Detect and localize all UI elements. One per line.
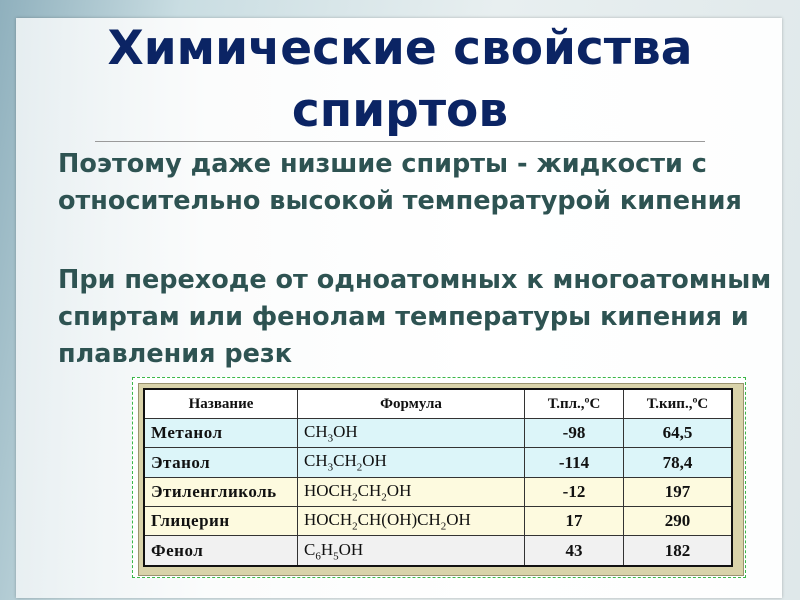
cell-name: Этиленгликоль <box>143 476 298 508</box>
header-name: Название <box>143 388 298 419</box>
alcohol-properties-table: Название Формула Т.пл.,ºС Т.кип.,ºС Мета… <box>143 388 733 567</box>
formula-part: OH <box>338 539 364 559</box>
alcohol-properties-table-image: Название Формула Т.пл.,ºС Т.кип.,ºС Мета… <box>132 377 746 578</box>
formula-part: CH <box>304 451 328 471</box>
formula-part: 5 <box>333 549 339 562</box>
header-boiling-point: Т.кип.,ºС <box>623 388 733 419</box>
formula-part: OH <box>362 451 387 471</box>
formula-part: CH <box>357 480 382 500</box>
title-line-2: спиртов <box>291 83 509 138</box>
cell-boiling-point: 78,4 <box>623 447 733 478</box>
formula-part: 2 <box>352 520 358 533</box>
formula-part: OH <box>446 510 471 530</box>
formula-part: 2 <box>440 520 447 533</box>
cell-name: Этанол <box>143 447 298 478</box>
cell-melting-point: 17 <box>524 506 624 537</box>
formula-part: OH <box>333 421 358 441</box>
formula-part: CH <box>333 451 357 471</box>
cell-melting-point: -98 <box>524 417 624 449</box>
header-formula: Формула <box>297 388 525 419</box>
paragraph-2: При переходе от одноатомных к многоатомн… <box>58 265 772 369</box>
table-row: Метанол CH3OH -98 64,5 <box>143 417 733 449</box>
formula-part: HOCH <box>304 510 353 530</box>
cell-melting-point: -114 <box>524 447 624 478</box>
title-line-1: Химические свойства <box>107 21 693 76</box>
formula-part: 2 <box>381 491 387 504</box>
table-header-row: Название Формула Т.пл.,ºС Т.кип.,ºС <box>143 388 733 419</box>
header-melting-point: Т.пл.,ºС <box>524 388 624 419</box>
table-row: Этиленгликоль HOCH2CH2OH -12 197 <box>143 476 733 508</box>
cell-formula: HOCH2CH2OH <box>297 476 525 508</box>
formula-part: OH <box>386 480 412 500</box>
cell-name: Глицерин <box>143 506 298 537</box>
cell-name: Метанол <box>143 417 298 449</box>
cell-melting-point: -12 <box>524 476 624 508</box>
formula-part: C <box>304 539 316 559</box>
cell-boiling-point: 290 <box>623 506 733 537</box>
cell-name: Фенол <box>143 535 298 567</box>
table-frame: Название Формула Т.пл.,ºС Т.кип.,ºС Мета… <box>138 383 744 576</box>
cell-formula: CH3OH <box>297 417 525 449</box>
formula-part: 2 <box>352 491 358 504</box>
cell-boiling-point: 64,5 <box>623 417 733 449</box>
formula-part: H <box>320 539 334 559</box>
formula-part: HOCH <box>304 480 353 500</box>
formula-part: 3 <box>327 461 334 474</box>
formula-part: 6 <box>315 549 321 562</box>
formula-part: 2 <box>356 461 363 474</box>
cell-formula: CH3CH2OH <box>297 447 525 478</box>
formula-part: CH <box>304 421 328 441</box>
formula-part: 3 <box>327 432 334 445</box>
formula-part: CH(OH)CH <box>357 510 441 530</box>
slide-title: Химические свойства спиртов <box>0 18 800 142</box>
table-row: Фенол C6H5OH 43 182 <box>143 535 733 567</box>
cell-boiling-point: 197 <box>623 476 733 508</box>
title-divider <box>95 141 705 142</box>
paragraph-1: Поэтому даже низшие спирты - жидкости с … <box>58 149 742 216</box>
table-row: Этанол CH3CH2OH -114 78,4 <box>143 447 733 478</box>
cell-melting-point: 43 <box>524 535 624 567</box>
cell-formula: C6H5OH <box>297 535 525 567</box>
table-row: Глицерин HOCH2CH(OH)CH2OH 17 290 <box>143 506 733 537</box>
cell-formula: HOCH2CH(OH)CH2OH <box>297 506 525 537</box>
cell-boiling-point: 182 <box>623 535 733 567</box>
